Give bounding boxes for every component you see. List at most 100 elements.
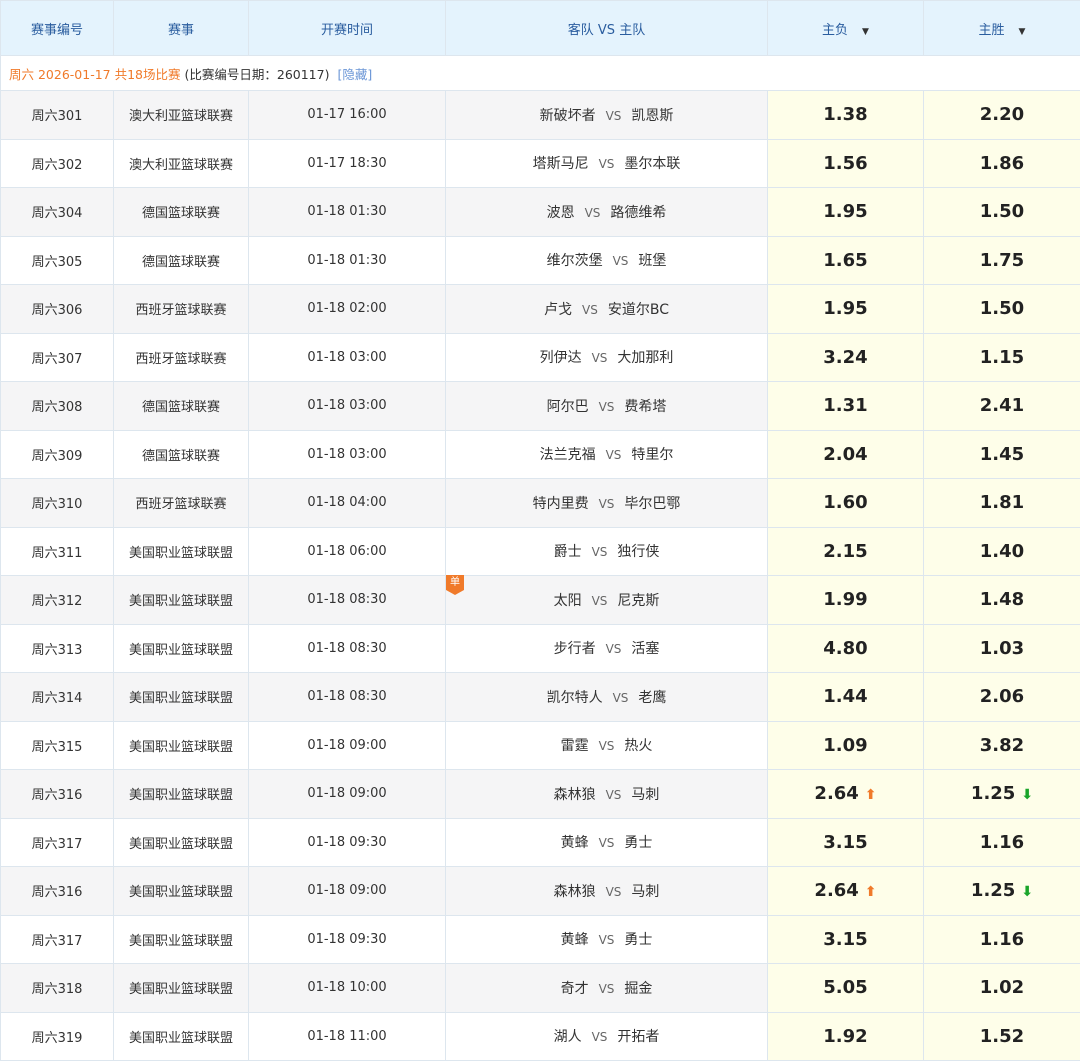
odds-home-win[interactable]: 1.45 <box>923 429 1080 479</box>
match-teams: 特内里费 VS 毕尔巴鄂 <box>445 478 768 528</box>
odds-home-win[interactable]: 1.25 ⬇ <box>923 769 1080 819</box>
odds-home-lose[interactable]: 1.31 <box>767 381 924 431</box>
odds-home-lose[interactable]: 1.95 <box>767 187 924 237</box>
table-row: 周六318 美国职业篮球联盟 01-18 10:00 奇才 VS 掘金 5.05 1… <box>0 963 1080 1013</box>
odds-value: 1.16 <box>979 831 1025 853</box>
odds-home-lose[interactable]: 1.99 <box>767 575 924 625</box>
start-time: 01-18 10:00 <box>248 963 446 1013</box>
odds-home-win[interactable]: 1.02 <box>923 963 1080 1013</box>
league-name: 美国职业篮球联盟 <box>113 817 249 867</box>
odds-value: 1.44 <box>823 686 868 708</box>
header-league: 赛事 <box>113 0 249 56</box>
odds-home-lose[interactable]: 2.04 <box>767 429 924 479</box>
table-row: 周六319 美国职业篮球联盟 01-18 11:00 湖人 VS 开拓者 1.92 … <box>0 1011 1080 1061</box>
table-row: 周六305 德国篮球联赛 01-18 01:30 维尔茨堡 VS 班堡 1.65 1… <box>0 235 1080 285</box>
odds-home-lose[interactable]: 3.15 <box>767 914 924 964</box>
start-time: 01-18 04:00 <box>248 478 446 528</box>
header-win[interactable]: 主胜 ▼ <box>923 0 1080 56</box>
caret-down-icon[interactable]: ▼ <box>862 26 869 37</box>
match-id: 周六310 <box>0 478 114 528</box>
league-name: 美国职业篮球联盟 <box>113 963 249 1013</box>
match-teams: 法兰克福 VS 特里尔 <box>445 429 768 479</box>
home-team: 安道尔BC <box>607 301 669 318</box>
header-lose[interactable]: 主负 ▼ <box>767 0 924 56</box>
odds-value: 2.06 <box>979 686 1025 708</box>
odds-home-lose[interactable]: 1.38 <box>767 90 924 140</box>
league-name: 西班牙篮球联赛 <box>113 284 249 334</box>
away-team: 法兰克福 <box>539 447 596 464</box>
vs-label: VS <box>582 302 598 317</box>
odds-home-lose[interactable]: 2.64 ⬆ <box>767 866 924 916</box>
odds-home-lose[interactable]: 3.24 <box>767 332 924 382</box>
odds-value: 1.16 <box>979 928 1025 950</box>
odds-home-lose[interactable]: 3.15 <box>767 817 924 867</box>
odds-home-win[interactable]: 1.40 <box>923 526 1080 576</box>
match-id: 周六318 <box>0 963 114 1013</box>
vs-label: VS <box>605 884 622 899</box>
home-team: 独行侠 <box>617 544 660 561</box>
away-team: 列伊达 <box>539 350 582 367</box>
odds-home-lose[interactable]: 1.44 <box>767 672 924 722</box>
start-time: 01-17 18:30 <box>248 138 446 188</box>
odds-home-win[interactable]: 1.15 <box>923 332 1080 382</box>
single-badge: 单 <box>446 575 464 595</box>
league-name: 德国篮球联赛 <box>113 235 249 285</box>
odds-home-lose[interactable]: 2.64 ⬆ <box>767 769 924 819</box>
odds-home-win[interactable]: 1.16 <box>923 914 1080 964</box>
vs-label: VS <box>598 981 615 996</box>
odds-home-win[interactable]: 1.52 <box>923 1011 1080 1061</box>
caret-down-icon[interactable]: ▼ <box>1018 26 1026 37</box>
odds-home-lose[interactable]: 1.56 <box>767 138 924 188</box>
odds-value: 1.03 <box>979 637 1025 659</box>
match-id: 周六306 <box>0 284 114 334</box>
odds-value: 1.86 <box>979 152 1025 174</box>
odds-home-win[interactable]: 3.82 <box>923 720 1080 770</box>
match-teams: 雷霆 VS 热火 <box>445 720 768 770</box>
odds-home-win[interactable]: 1.50 <box>923 284 1080 334</box>
odds-home-lose[interactable]: 1.92 <box>767 1011 924 1061</box>
odds-home-win[interactable]: 1.81 <box>923 478 1080 528</box>
league-name: 德国篮球联赛 <box>113 381 249 431</box>
table-row: 周六314 美国职业篮球联盟 01-18 08:30 凯尔特人 VS 老鹰 1.44… <box>0 672 1080 722</box>
odds-home-win[interactable]: 1.03 <box>923 623 1080 673</box>
home-team: 墨尔本联 <box>624 156 681 173</box>
away-team: 黄蜂 <box>560 932 589 949</box>
league-name: 德国篮球联赛 <box>113 429 249 479</box>
match-teams: 单太阳 VS 尼克斯 <box>445 575 768 625</box>
home-team: 大加那利 <box>617 350 674 367</box>
odds-value: 1.25 <box>970 880 1016 902</box>
league-name: 美国职业篮球联盟 <box>113 914 249 964</box>
odds-home-lose[interactable]: 1.60 <box>767 478 924 528</box>
odds-home-win[interactable]: 2.06 <box>923 672 1080 722</box>
odds-value: 2.64 <box>814 783 859 805</box>
odds-home-win[interactable]: 1.48 <box>923 575 1080 625</box>
odds-home-win[interactable]: 1.25 ⬇ <box>923 866 1080 916</box>
odds-value: 1.09 <box>823 734 868 756</box>
start-time: 01-18 03:00 <box>248 332 446 382</box>
match-teams: 波恩 VS 路德维希 <box>445 187 768 237</box>
odds-home-lose[interactable]: 1.95 <box>767 284 924 334</box>
odds-home-win[interactable]: 1.16 <box>923 817 1080 867</box>
hide-link[interactable]: [隐藏] <box>337 66 373 82</box>
match-teams: 塔斯马尼 VS 墨尔本联 <box>445 138 768 188</box>
odds-home-lose[interactable]: 5.05 <box>767 963 924 1013</box>
away-team: 卢戈 <box>544 301 573 318</box>
away-team: 爵士 <box>553 544 582 561</box>
odds-home-lose[interactable]: 2.15 <box>767 526 924 576</box>
odds-value: 1.38 <box>823 104 868 126</box>
home-team: 路德维希 <box>610 204 667 221</box>
odds-home-lose[interactable]: 1.65 <box>767 235 924 285</box>
home-team: 费希塔 <box>624 398 667 415</box>
match-id: 周六316 <box>0 866 114 916</box>
odds-value: 2.20 <box>979 104 1025 126</box>
home-team: 活塞 <box>631 641 660 658</box>
start-time: 01-18 01:30 <box>248 187 446 237</box>
odds-home-win[interactable]: 1.75 <box>923 235 1080 285</box>
odds-home-lose[interactable]: 4.80 <box>767 623 924 673</box>
table-row: 周六304 德国篮球联赛 01-18 01:30 波恩 VS 路德维希 1.95 1… <box>0 187 1080 237</box>
odds-home-lose[interactable]: 1.09 <box>767 720 924 770</box>
odds-home-win[interactable]: 1.50 <box>923 187 1080 237</box>
odds-home-win[interactable]: 2.41 <box>923 381 1080 431</box>
odds-home-win[interactable]: 1.86 <box>923 138 1080 188</box>
odds-home-win[interactable]: 2.20 <box>923 90 1080 140</box>
